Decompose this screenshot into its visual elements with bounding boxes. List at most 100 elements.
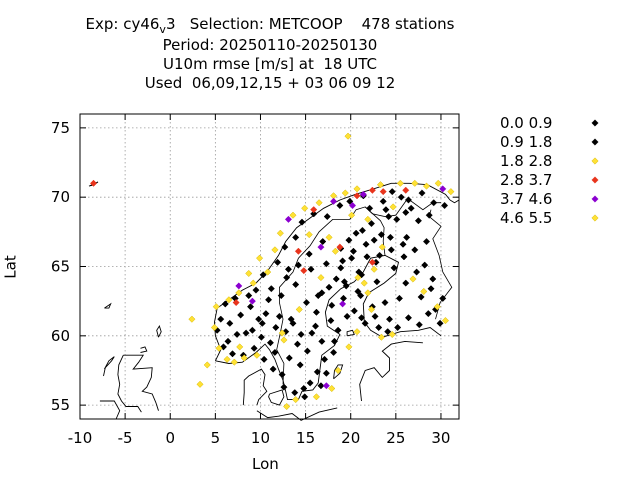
station-point-series-1: [395, 294, 403, 302]
station-point-series-2: [396, 179, 404, 187]
station-point-series-1: [385, 213, 393, 221]
coastline-segment: [117, 355, 142, 413]
station-point-series-1: [298, 218, 306, 226]
station-point-series-1: [357, 292, 365, 300]
station-point-series-2: [441, 317, 450, 325]
chart-title-line-2: Period: 20250110-20250130: [162, 36, 378, 54]
station-point-series-2: [280, 336, 288, 344]
station-point-series-1: [285, 354, 293, 362]
station-point-series-2: [370, 265, 378, 273]
station-point-series-2: [389, 203, 397, 211]
country-border: [276, 198, 441, 385]
legend-marker: [591, 138, 599, 146]
coastline-segment: [215, 254, 442, 401]
station-point-series-1: [277, 292, 285, 300]
station-point-series-1: [310, 210, 318, 218]
station-point-series-1: [358, 226, 366, 235]
y-tick-label: 55: [51, 396, 70, 414]
station-point-series-1: [297, 330, 305, 338]
station-point-series-1: [278, 371, 286, 379]
station-point-series-2: [420, 287, 428, 296]
coastline-map: [88, 181, 460, 421]
station-point-series-1: [260, 355, 268, 363]
station-point-series-1: [385, 315, 394, 323]
station-point-series-1: [354, 287, 362, 296]
station-point-series-1: [348, 254, 356, 262]
station-point-series-1: [301, 393, 309, 401]
station-point-series-1: [384, 328, 392, 336]
station-point-series-1: [327, 317, 335, 325]
station-point-series-1: [306, 379, 314, 387]
x-tick-label: -10: [68, 429, 93, 447]
station-point-series-1: [289, 319, 297, 327]
station-points: [89, 132, 455, 411]
station-point-series-1: [296, 361, 304, 369]
station-point-series-1: [387, 246, 395, 254]
station-point-series-1: [224, 337, 232, 345]
station-point-series-2: [354, 274, 362, 282]
y-tick-label: 65: [51, 258, 70, 276]
station-point-series-2: [378, 243, 386, 251]
station-point-series-1: [300, 384, 308, 393]
station-point-series-1: [376, 251, 384, 259]
country-border: [428, 209, 453, 320]
station-point-series-2: [256, 254, 264, 262]
station-point-series-1: [291, 389, 299, 397]
station-point-series-1: [242, 329, 250, 337]
station-point-series-3: [353, 192, 361, 200]
legend-label: 0.0 0.9: [500, 114, 552, 132]
station-point-series-3: [300, 267, 308, 275]
x-tick-label: -5: [118, 429, 133, 447]
station-point-series-2: [203, 361, 211, 369]
legend-marker: [591, 176, 599, 184]
station-point-series-2: [292, 396, 300, 404]
station-point-series-2: [235, 289, 243, 297]
station-point-series-2: [345, 343, 353, 351]
station-point-series-1: [336, 201, 344, 210]
station-point-series-1: [350, 307, 358, 315]
station-point-series-1: [417, 293, 425, 301]
station-point-series-1: [367, 219, 376, 228]
grid-lines: [79, 114, 459, 419]
station-point-series-2: [249, 279, 257, 287]
station-point-series-1: [400, 253, 408, 261]
station-point-series-2: [367, 305, 376, 314]
coastline-segment: [104, 302, 112, 309]
station-point-series-1: [330, 337, 339, 345]
station-point-series-1: [259, 271, 267, 279]
station-point-series-1: [370, 236, 378, 244]
legend-marker: [591, 157, 599, 165]
station-point-series-4: [359, 190, 367, 198]
coastline-segment: [156, 325, 162, 338]
station-point-series-5: [236, 343, 244, 351]
station-point-series-2: [215, 344, 223, 352]
station-point-series-2: [377, 333, 385, 341]
station-point-series-4: [348, 201, 357, 210]
station-point-series-1: [422, 237, 431, 246]
x-tick-label: 5: [211, 429, 221, 447]
station-point-series-1: [312, 308, 320, 316]
station-point-series-1: [411, 246, 419, 254]
station-point-series-1: [414, 217, 422, 225]
station-point-series-4: [317, 243, 325, 251]
station-point-series-1: [379, 197, 387, 205]
station-point-series-2: [328, 384, 336, 393]
station-point-series-1: [418, 189, 426, 197]
station-point-series-1: [371, 312, 379, 320]
station-point-series-3: [379, 188, 387, 196]
station-point-series-1: [363, 253, 371, 261]
station-point-series-1: [313, 368, 321, 376]
coastline-segment: [268, 389, 285, 406]
station-point-series-1: [311, 322, 320, 330]
legend-marker: [591, 195, 599, 203]
station-point-series-2: [317, 274, 325, 282]
x-axis-label: Lon: [252, 455, 279, 473]
station-point-series-1: [441, 201, 449, 210]
station-point-series-1: [439, 294, 447, 302]
station-point-series-1: [302, 298, 311, 307]
station-point-series-1: [362, 240, 370, 248]
station-point-series-1: [226, 319, 234, 327]
station-point-series-1: [332, 275, 340, 283]
station-point-series-1: [284, 265, 293, 273]
station-point-series-2: [348, 211, 356, 219]
